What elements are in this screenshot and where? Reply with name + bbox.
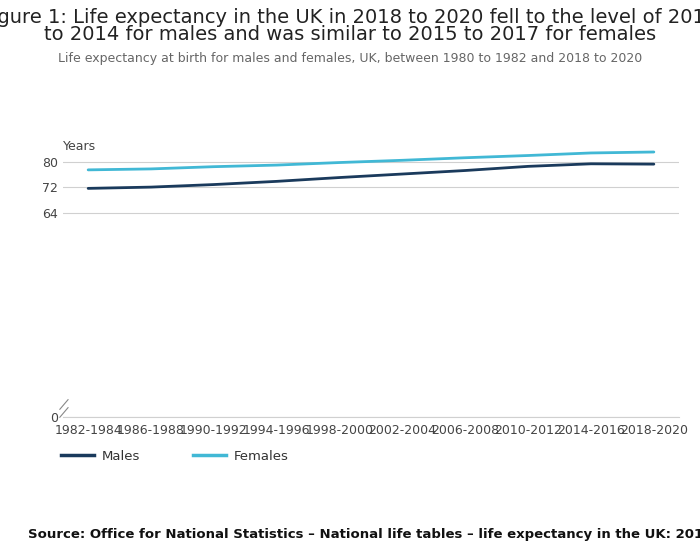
Text: Figure 1: Life expectancy in the UK in 2018 to 2020 fell to the level of 2012: Figure 1: Life expectancy in the UK in 2… — [0, 8, 700, 27]
Text: Years: Years — [63, 139, 96, 153]
Text: Life expectancy at birth for males and females, UK, between 1980 to 1982 and 201: Life expectancy at birth for males and f… — [58, 52, 642, 65]
Text: to 2014 for males and was similar to 2015 to 2017 for females: to 2014 for males and was similar to 201… — [44, 25, 656, 44]
Text: Source: Office for National Statistics – National life tables – life expectancy : Source: Office for National Statistics –… — [28, 528, 700, 541]
Legend: Males, Females: Males, Females — [55, 445, 294, 468]
